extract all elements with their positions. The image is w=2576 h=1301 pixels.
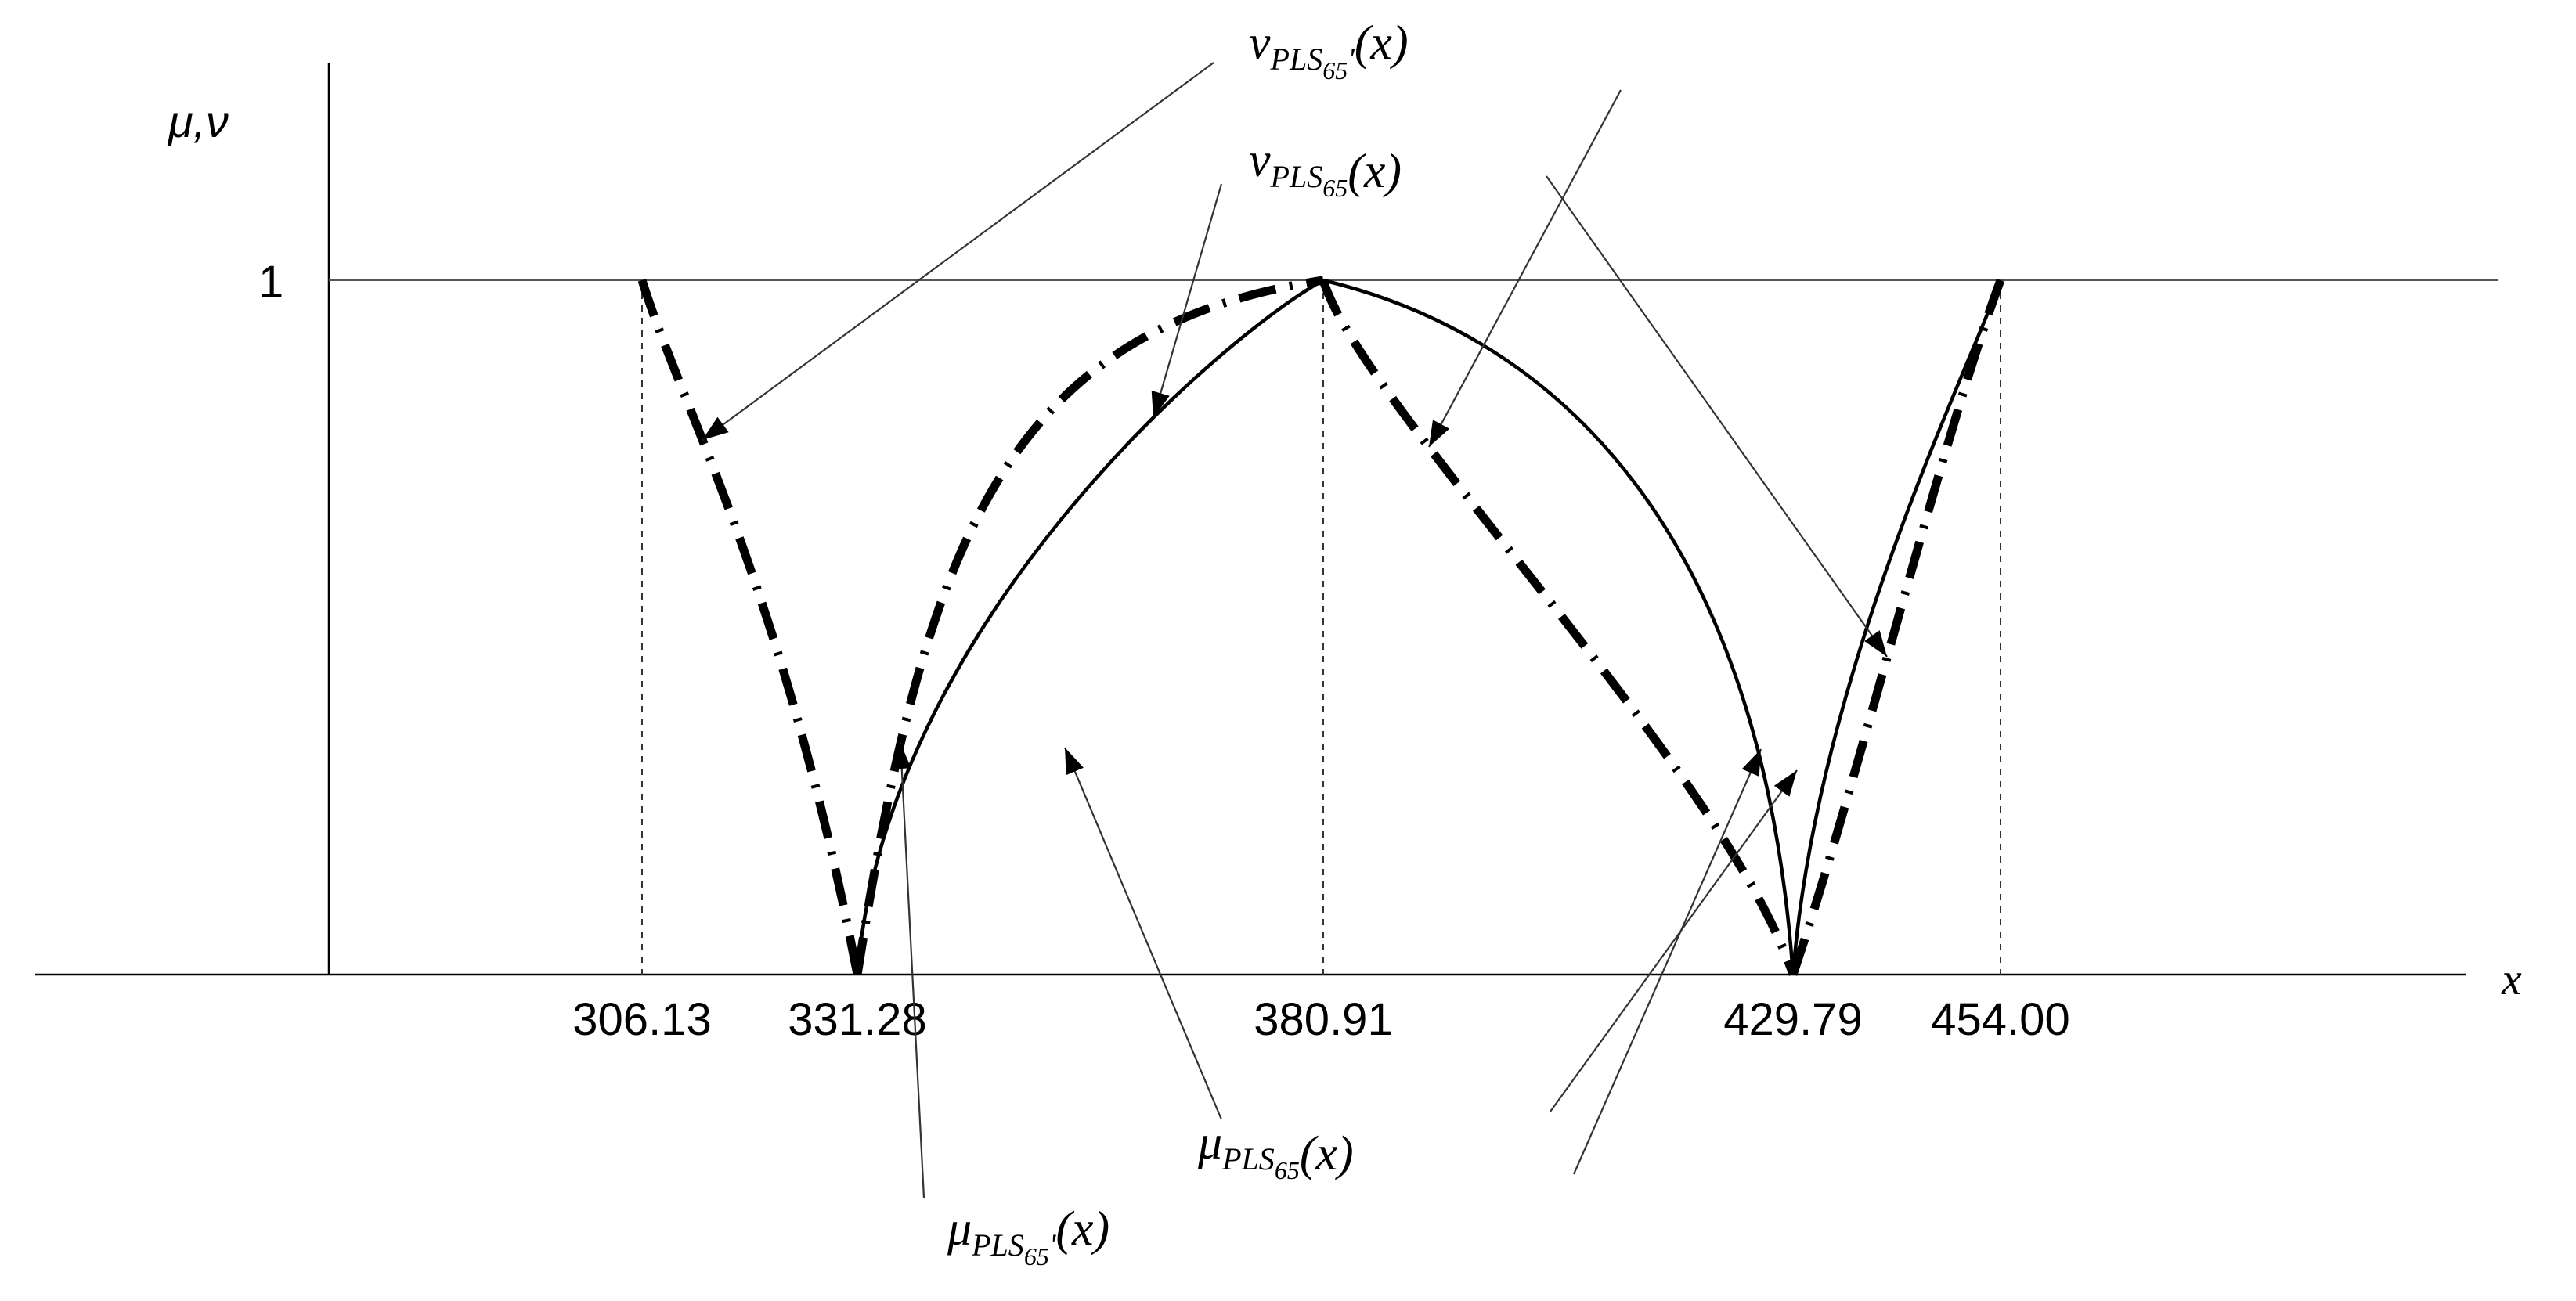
svg-text:μ,ν: μ,ν: [167, 96, 229, 147]
svg-text:380.91: 380.91: [1254, 994, 1392, 1045]
svg-text:331.28: 331.28: [788, 994, 926, 1045]
svg-text:454.00: 454.00: [1931, 994, 2069, 1045]
svg-text:μPLS65(x): μPLS65(x): [1197, 1116, 1354, 1184]
svg-text:1: 1: [258, 257, 283, 308]
svg-text:x: x: [2501, 953, 2522, 1004]
svg-text:μPLS65'(x): μPLS65'(x): [947, 1202, 1109, 1270]
svg-text:306.13: 306.13: [572, 994, 711, 1045]
svg-text:νPLS65'(x): νPLS65'(x): [1249, 16, 1409, 85]
svg-text:429.79: 429.79: [1723, 994, 1862, 1045]
svg-text:νPLS65(x): νPLS65(x): [1249, 134, 1402, 202]
